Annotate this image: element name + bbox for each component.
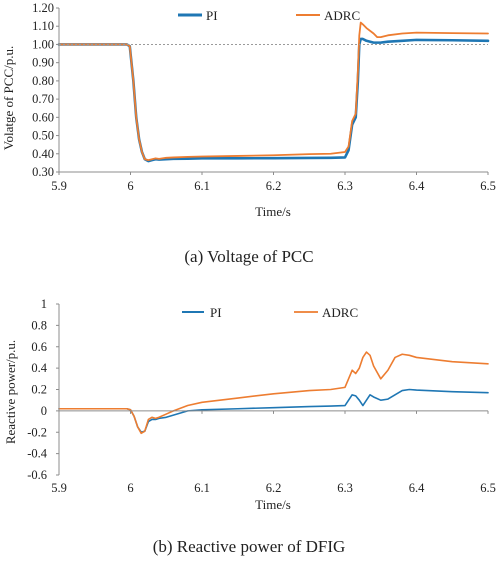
reactive-series-lines <box>58 351 489 435</box>
reactive-series-adrc-line <box>58 351 489 435</box>
voltage-x-tick-label: 6.3 <box>337 179 353 193</box>
reactive-y-tick-label: -0.6 <box>27 468 47 482</box>
voltage-x-tick-label: 6.2 <box>266 179 282 193</box>
reactive-legend-pi-label: PI <box>210 305 222 320</box>
voltage-y-tick-label: 1.00 <box>32 37 54 51</box>
voltage-series-pi-line <box>57 37 490 163</box>
reactive-x-tick-label: 6.2 <box>266 481 282 495</box>
reactive-x-tick-label: 6.5 <box>480 481 496 495</box>
voltage-series-adrc-line <box>58 21 489 162</box>
voltage-x-tick-label: 6.4 <box>409 179 425 193</box>
reactive-y-tick-label: 1 <box>41 297 47 311</box>
voltage-y-tick-label: 0.60 <box>32 110 54 124</box>
voltage-x-tick-label: 6.1 <box>194 179 210 193</box>
reactive-axes <box>56 303 489 476</box>
reactive-x-tick-label: 5.9 <box>51 481 67 495</box>
reactive-caption: (b) Reactive power of DFIG <box>153 537 346 556</box>
voltage-series-lines <box>57 21 490 163</box>
reactive-y-tick-label: -0.2 <box>27 425 47 439</box>
reactive-x-tick-label: 6.1 <box>194 481 210 495</box>
voltage-x-tick-label: 6 <box>127 179 133 193</box>
voltage-legend-adrc-label: ADRC <box>324 8 360 23</box>
voltage-y-tick-label: 0.90 <box>32 56 54 70</box>
reactive-x-tick-label: 6 <box>127 481 133 495</box>
reactive-y-tick-label: 0.2 <box>31 383 47 397</box>
voltage-axes <box>56 7 489 175</box>
reactive-x-tick-label: 6.4 <box>409 481 425 495</box>
reactive-y-tick-label: 0.4 <box>31 361 47 375</box>
voltage-caption: (a) Voltage of PCC <box>184 247 313 266</box>
reactive-tick-labels: 5.9 6 6.1 6.2 6.3 6.4 6.5 -0.6 -0.4 -0.2 0 0.2 0.4 0.… <box>27 297 496 495</box>
reactive-y-tick-label: 0.6 <box>31 340 47 354</box>
voltage-y-tick-label: 0.30 <box>32 165 54 179</box>
voltage-x-tick-label: 5.9 <box>51 179 67 193</box>
voltage-y-axis-label: Volatge of PCC/p.u. <box>1 46 16 151</box>
reactive-y-tick-label: 0 <box>41 404 47 418</box>
voltage-legend-pi-label: PI <box>206 8 218 23</box>
voltage-y-tick-label: 1.10 <box>32 19 54 33</box>
voltage-y-tick-label: 0.50 <box>32 129 54 143</box>
reactive-y-tick-label: 0.8 <box>31 318 47 332</box>
voltage-x-tick-label: 6.5 <box>480 179 496 193</box>
reactive-power-chart: 5.9 6 6.1 6.2 6.3 6.4 6.5 -0.6 -0.4 -0.2 0 0.2 0.4 0.… <box>3 297 496 556</box>
reactive-x-tick-label: 6.3 <box>337 481 353 495</box>
reactive-legend-adrc-label: ADRC <box>322 305 358 320</box>
voltage-y-tick-label: 1.20 <box>32 1 54 15</box>
voltage-y-tick-label: 0.40 <box>32 147 54 161</box>
voltage-chart: 5.9 6 6.1 6.2 6.3 6.4 6.5 0.30 0.40 0.50 0.60 0.70 0… <box>1 1 496 266</box>
reactive-legend: PI ADRC <box>182 305 358 320</box>
reactive-y-axis-label: Reactive power/p.u. <box>3 340 18 444</box>
reactive-x-axis-label: Time/s <box>255 497 291 512</box>
voltage-y-tick-label: 0.70 <box>32 92 54 106</box>
voltage-x-axis-label: Time/s <box>255 204 291 219</box>
voltage-legend: PI ADRC <box>178 8 360 23</box>
voltage-tick-labels: 5.9 6 6.1 6.2 6.3 6.4 6.5 0.30 0.40 0.50 0.60 0.70 0… <box>32 1 496 193</box>
voltage-y-tick-label: 0.80 <box>32 74 54 88</box>
reactive-y-tick-label: -0.4 <box>27 447 48 461</box>
